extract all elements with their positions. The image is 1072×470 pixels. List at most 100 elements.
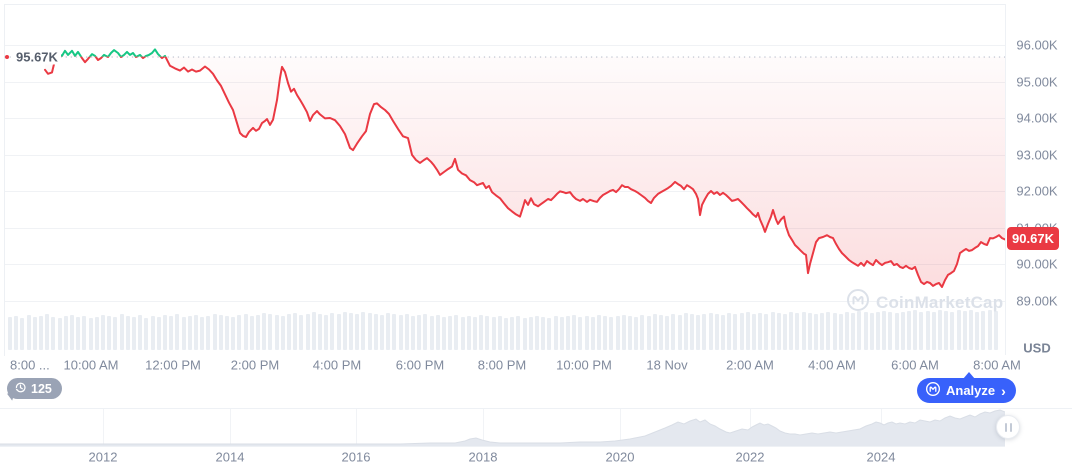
y-axis-label: 95.00K [1016,74,1058,89]
volume-bar [349,313,353,350]
volume-bar [522,318,527,350]
volume-bar [268,314,273,350]
volume-bar [411,316,415,350]
watermark-text: CoinMarketCap [876,292,1004,312]
volume-bar [807,313,812,350]
volume-bar [969,310,973,350]
volume-bar [714,314,719,350]
volume-bar [156,317,161,350]
volume-bar [826,312,831,350]
volume-bar [739,313,744,350]
volume-bar [634,317,639,350]
volume-bar [671,314,676,350]
volume-bar [107,316,112,350]
gridline [5,227,1005,229]
y-axis-label: 90.00K [1016,256,1058,272]
volume-bar [708,313,713,350]
volume-bar [783,314,787,350]
volume-bar [851,313,856,350]
volume-bar [758,313,763,350]
x-axis-tick: 6:00 PM [395,357,445,373]
volume-bar [987,310,992,350]
volume-bar [39,316,43,350]
volume-bar [497,316,502,350]
volume-bar [144,318,149,350]
year-gridline [620,409,621,446]
volume-bar [417,315,422,350]
volume-bar [330,313,335,350]
minimap-area-chart [0,409,1006,446]
volume-bar [696,315,701,350]
x-axis-tick: 4:00 PM [312,357,362,373]
volume-bar [435,315,440,350]
volume-bar [150,316,155,350]
volume-bar [76,317,81,350]
year-label: 2014 [215,449,245,465]
volume-bar [690,314,694,350]
volume-bar [615,316,620,350]
year-gridline [230,409,231,446]
volume-bar [163,315,167,350]
timeline-scrub-handle[interactable] [996,415,1020,439]
x-axis-tick: 8:00 ... [10,357,50,373]
volume-bar [125,316,130,350]
volume-bar [423,314,428,350]
volume-bar [702,314,707,350]
volume-bar [733,314,738,350]
year-gridline [750,409,751,446]
volume-bar [603,316,608,350]
volume-bar [336,314,341,350]
year-gridline [483,409,484,446]
chevron-right-icon: › [1001,382,1006,399]
volume-bar [752,314,756,350]
volume-bar [541,317,546,350]
volume-bar [962,311,967,350]
volume-bar [869,313,874,350]
year-gridline [103,409,104,446]
y-axis-label: 89.00K [1016,293,1058,308]
timeline-minimap[interactable]: 2012 2014 2016 2018 2020 2022 2024 [0,408,1072,470]
volume-bar [566,316,570,350]
volume-bar [373,314,378,350]
volume-bar [454,315,459,350]
volume-bar [628,316,632,350]
x-axis-tick: 6:00 AM [891,357,939,373]
volume-bar [138,315,143,350]
year-label: 2024 [866,449,896,465]
currency-label: USD [1023,340,1051,356]
volume-bar [504,318,508,350]
volume-bar [590,317,595,350]
analyze-button[interactable]: Analyze › [917,372,1016,403]
volume-bar [287,314,291,350]
coinmarketcap-logo-icon [846,288,870,317]
volume-bar [212,314,217,350]
volume-bar [764,314,769,350]
volume-bar [101,315,105,350]
open-price-label: 95.67K [13,49,61,65]
history-count-badge[interactable]: 125 [7,378,62,399]
volume-bar [789,312,794,350]
volume-bar [231,317,236,350]
volume-bar [218,315,223,350]
volume-bar [944,311,949,350]
volume-bar [640,315,645,350]
volume-bar [857,311,862,350]
volume-bar [206,316,211,350]
volume-bar [473,317,477,350]
volume-bar [14,316,19,350]
volume-bar [404,314,409,350]
volume-bar [200,317,205,350]
x-axis-tick: 18 Nov [646,357,688,373]
volume-bar [94,317,99,350]
volume-bar [882,311,887,350]
volume-bar [900,312,905,350]
year-label: 2012 [88,449,118,465]
volume-bar [132,317,136,350]
price-line-chart[interactable] [0,0,1005,355]
volume-bar [57,318,62,350]
volume-bar [32,317,37,350]
volume-bar [45,314,50,350]
volume-bar [745,312,750,350]
volume-bar [876,312,880,350]
volume-bar [479,315,484,350]
